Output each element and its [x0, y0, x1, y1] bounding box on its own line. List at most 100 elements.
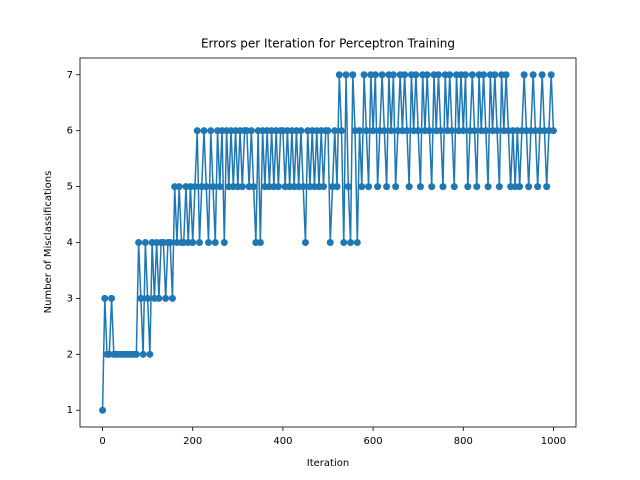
- data-point: [238, 183, 246, 191]
- data-point: [333, 183, 341, 191]
- data-point: [495, 183, 503, 191]
- data-point: [423, 71, 431, 79]
- data-point: [374, 183, 382, 191]
- data-point: [362, 127, 370, 135]
- data-point: [297, 127, 305, 135]
- data-point: [132, 350, 140, 358]
- data-point: [371, 71, 379, 79]
- data-point: [491, 71, 499, 79]
- x-tick-label: 600: [364, 436, 383, 447]
- data-point: [414, 127, 422, 135]
- data-point: [216, 183, 224, 191]
- data-point: [274, 183, 282, 191]
- data-point: [383, 183, 391, 191]
- chart-title: Errors per Iteration for Perceptron Trai…: [201, 37, 455, 51]
- data-point: [139, 350, 147, 358]
- data-point: [349, 71, 357, 79]
- data-point: [247, 127, 255, 135]
- data-point: [342, 71, 350, 79]
- y-tick-label: 3: [67, 293, 73, 304]
- data-point: [331, 127, 339, 135]
- x-tick-label: 200: [183, 436, 202, 447]
- data-point: [502, 71, 510, 79]
- x-tick-label: 1000: [541, 436, 566, 447]
- data-point: [200, 127, 208, 135]
- data-point: [387, 127, 395, 135]
- data-point: [155, 294, 163, 302]
- data-point: [543, 183, 551, 191]
- data-point: [135, 239, 143, 246]
- data-point: [529, 71, 537, 79]
- axes-frame: [79, 57, 577, 428]
- data-point: [516, 183, 524, 191]
- data-point: [484, 183, 492, 191]
- data-point: [299, 183, 307, 191]
- data-point: [538, 71, 546, 79]
- data-point: [319, 183, 327, 191]
- data-point: [405, 183, 413, 191]
- data-point: [459, 127, 467, 135]
- data-point: [520, 71, 528, 79]
- data-point: [416, 183, 424, 191]
- x-axis-label: Iteration: [307, 458, 349, 469]
- data-point: [549, 127, 557, 135]
- data-point: [439, 183, 447, 191]
- data-point: [195, 239, 203, 246]
- data-point: [380, 127, 388, 135]
- data-point: [209, 183, 217, 191]
- data-point: [428, 183, 436, 191]
- data-point: [360, 71, 368, 79]
- data-point: [471, 127, 479, 135]
- data-point: [525, 183, 533, 191]
- y-tick-label: 2: [67, 349, 73, 360]
- data-point: [162, 294, 170, 302]
- data-point: [168, 294, 176, 302]
- y-tick-label: 5: [67, 182, 73, 193]
- x-tick-label: 800: [454, 436, 473, 447]
- data-point: [389, 71, 397, 79]
- data-point: [392, 183, 400, 191]
- data-point: [425, 127, 433, 135]
- data-point: [412, 71, 420, 79]
- data-point: [326, 239, 334, 246]
- data-point: [338, 127, 346, 135]
- y-tick-label: 7: [67, 70, 73, 81]
- data-point: [446, 71, 454, 79]
- data-point: [480, 71, 488, 79]
- data-point: [193, 127, 201, 135]
- data-point: [144, 294, 152, 302]
- data-point: [547, 71, 555, 79]
- data-point: [437, 127, 445, 135]
- y-tick-label: 6: [67, 126, 73, 137]
- y-tick-label: 4: [67, 238, 73, 249]
- data-point: [448, 127, 456, 135]
- data-point: [401, 71, 409, 79]
- data-point: [493, 127, 501, 135]
- y-axis-label: Number of Misclassifications: [43, 171, 54, 314]
- data-point: [99, 406, 107, 414]
- data-point: [358, 183, 366, 191]
- data-point: [220, 239, 228, 246]
- data-point: [369, 127, 377, 135]
- data-point: [464, 183, 472, 191]
- data-point: [250, 183, 258, 191]
- data-point: [301, 239, 309, 246]
- data-point: [101, 294, 109, 302]
- data-point: [534, 183, 542, 191]
- data-point: [137, 294, 145, 302]
- data-point: [482, 127, 490, 135]
- data-point: [347, 239, 355, 246]
- data-point: [324, 127, 332, 135]
- data-point: [365, 183, 373, 191]
- data-point: [344, 183, 352, 191]
- data-point: [340, 239, 348, 246]
- data-point: [166, 239, 174, 246]
- data-point: [473, 183, 481, 191]
- data-point: [462, 71, 470, 79]
- data-point: [378, 71, 386, 79]
- data-point: [403, 127, 411, 135]
- data-point: [207, 127, 215, 135]
- data-point: [353, 239, 361, 246]
- data-point: [189, 239, 197, 246]
